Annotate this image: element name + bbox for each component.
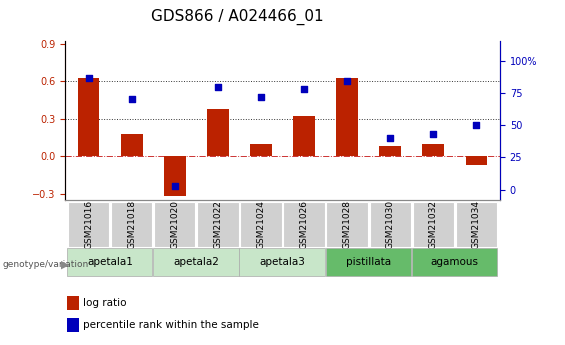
- FancyBboxPatch shape: [197, 203, 238, 247]
- Point: [257, 94, 266, 100]
- FancyBboxPatch shape: [153, 248, 238, 276]
- FancyBboxPatch shape: [68, 203, 110, 247]
- Text: GSM21018: GSM21018: [127, 200, 136, 249]
- Point: [386, 135, 395, 141]
- Text: pistillata: pistillata: [346, 257, 391, 267]
- Text: GSM21022: GSM21022: [214, 200, 223, 249]
- Point: [472, 122, 481, 128]
- Text: log ratio: log ratio: [83, 298, 127, 308]
- FancyBboxPatch shape: [327, 203, 368, 247]
- FancyBboxPatch shape: [370, 203, 411, 247]
- Text: GSM21034: GSM21034: [472, 200, 481, 249]
- Text: apetala2: apetala2: [173, 257, 219, 267]
- FancyBboxPatch shape: [240, 248, 325, 276]
- Text: GDS866 / A024466_01: GDS866 / A024466_01: [151, 9, 324, 25]
- Bar: [336, 78, 358, 156]
- Point: [84, 75, 93, 80]
- FancyBboxPatch shape: [412, 203, 454, 247]
- Text: GSM21020: GSM21020: [170, 200, 179, 249]
- Point: [127, 97, 136, 102]
- Point: [342, 79, 351, 84]
- FancyBboxPatch shape: [240, 203, 281, 247]
- Bar: [250, 144, 272, 156]
- Text: GSM21026: GSM21026: [299, 200, 308, 249]
- FancyBboxPatch shape: [154, 203, 195, 247]
- Bar: [380, 146, 401, 156]
- Text: GSM21030: GSM21030: [386, 200, 395, 249]
- Text: ▶: ▶: [61, 260, 69, 270]
- FancyBboxPatch shape: [325, 248, 411, 276]
- FancyBboxPatch shape: [67, 248, 153, 276]
- FancyBboxPatch shape: [284, 203, 325, 247]
- Bar: [466, 156, 487, 165]
- Text: agamous: agamous: [431, 257, 479, 267]
- Text: GSM21016: GSM21016: [84, 200, 93, 249]
- Bar: [207, 109, 229, 156]
- Text: GSM21024: GSM21024: [257, 200, 266, 249]
- Bar: [78, 78, 99, 156]
- Bar: [67, 318, 79, 332]
- Text: GSM21028: GSM21028: [342, 200, 351, 249]
- Bar: [164, 156, 185, 196]
- Text: apetala3: apetala3: [259, 257, 306, 267]
- Point: [214, 84, 223, 89]
- Point: [299, 86, 308, 92]
- Text: apetala1: apetala1: [87, 257, 133, 267]
- Bar: [121, 134, 142, 156]
- Bar: [423, 144, 444, 156]
- Bar: [293, 116, 315, 156]
- FancyBboxPatch shape: [111, 203, 153, 247]
- Text: percentile rank within the sample: percentile rank within the sample: [83, 320, 259, 330]
- FancyBboxPatch shape: [412, 248, 497, 276]
- Text: genotype/variation: genotype/variation: [3, 260, 89, 269]
- FancyBboxPatch shape: [455, 203, 497, 247]
- Bar: [67, 296, 79, 310]
- Point: [429, 131, 438, 137]
- Text: GSM21032: GSM21032: [429, 200, 438, 249]
- Point: [170, 183, 179, 189]
